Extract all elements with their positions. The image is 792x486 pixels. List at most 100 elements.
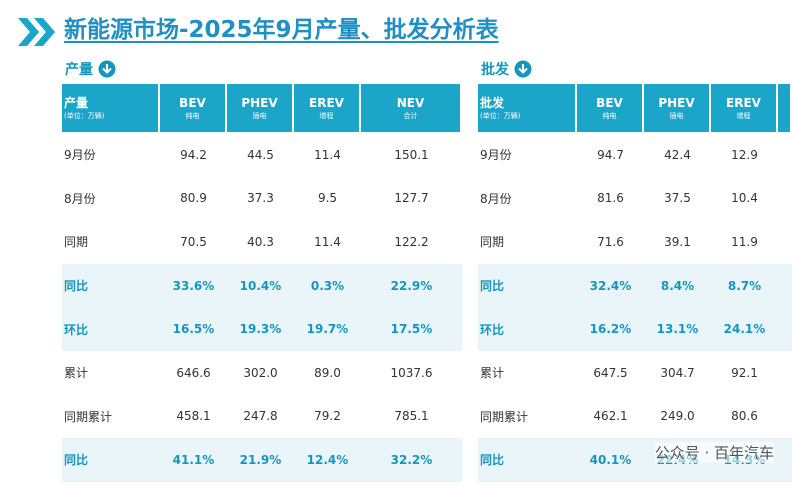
header-cell: EREV 增程	[294, 84, 361, 132]
table-cell: 80.9	[180, 191, 207, 206]
table-cell: 8.4%	[644, 263, 711, 308]
header-text: (单位：万辆)	[64, 111, 105, 120]
table-cell: 40.3	[247, 234, 274, 249]
header-text: 增程	[319, 111, 334, 120]
table-cell: 41.1%	[160, 438, 227, 482]
table-cell: 同比	[62, 438, 160, 482]
table-cell: 39.1	[664, 234, 691, 249]
row-fill	[778, 307, 792, 351]
table-cell: 21.9%	[227, 438, 294, 482]
header-cell-cut	[778, 84, 792, 132]
table-cell: 11.4	[314, 147, 341, 162]
table-cell: 81.6	[597, 191, 624, 206]
header-cell: NEV 合计	[361, 84, 462, 132]
table-cell: 16.5%	[160, 307, 227, 351]
table-cell: 33.6%	[160, 263, 227, 308]
table-cell: 647.5	[593, 365, 628, 380]
table-cell: 37.5	[664, 191, 691, 206]
table-cell: 环比	[62, 307, 160, 351]
table-cell: 127.7	[394, 191, 429, 206]
table-cell: 44.5	[247, 147, 274, 162]
table-cell: 同比	[62, 263, 160, 308]
header-text: 产量	[64, 95, 89, 110]
table-cell: 22.9%	[361, 263, 462, 308]
table-cell: 10.4	[731, 191, 758, 206]
table-cell: 9月份	[64, 148, 96, 163]
table-cell: 10.4%	[227, 263, 294, 308]
table-cell: 同期	[64, 235, 89, 250]
table-cell: 13.1%	[644, 307, 711, 351]
watermark: 公众号 · 百年汽车	[654, 442, 774, 463]
table-cell: 环比	[478, 307, 577, 351]
table-cell: 同期累计	[480, 409, 529, 424]
table-cell: 150.1	[394, 147, 429, 162]
table-cell: 32.2%	[361, 438, 462, 482]
header-text: 纯电	[602, 111, 617, 120]
table-cell: 1037.6	[390, 365, 433, 380]
header-cell: 批发 (单位：万辆)	[478, 84, 577, 132]
table-cell: 12.4%	[294, 438, 361, 482]
table-cell: 302.0	[243, 365, 278, 380]
header-cell: BEV 纯电	[160, 84, 227, 132]
down-icon	[98, 60, 116, 78]
table-cell: 70.5	[180, 234, 207, 249]
table-cell: 247.8	[243, 409, 278, 424]
table-cell: 92.1	[731, 365, 758, 380]
section-heading: 产量	[65, 62, 93, 78]
page-title: 新能源市场-2025年9月产量、批发分析表	[64, 17, 499, 43]
table-cell: 304.7	[660, 365, 695, 380]
header-cell: EREV 增程	[711, 84, 778, 132]
table-cell: 0.3%	[294, 263, 361, 308]
table-cell: 462.1	[593, 409, 628, 424]
header-text: 批发	[480, 95, 505, 110]
table-cell: 同期累计	[64, 409, 113, 424]
row-fill	[778, 438, 792, 482]
header-text: EREV	[309, 95, 344, 110]
table-cell: 17.5%	[361, 307, 462, 351]
header-text: 合计	[403, 111, 418, 120]
table-cell: 32.4%	[577, 263, 644, 308]
table-cell: 40.1%	[577, 438, 644, 482]
title-chevrons	[18, 18, 55, 46]
table-cell: 94.7	[597, 147, 624, 162]
table-cell: 同期	[480, 235, 505, 250]
table-cell: 249.0	[660, 409, 695, 424]
table-cell: 9月份	[480, 148, 512, 163]
table-cell: 9.5	[317, 191, 338, 206]
table-cell: 24.1%	[711, 307, 778, 351]
header-text: BEV	[179, 95, 206, 110]
header-text: BEV	[596, 95, 623, 110]
header-cell: BEV 纯电	[577, 84, 644, 132]
table-cell: 42.4	[664, 147, 691, 162]
row-fill	[778, 263, 792, 308]
table-cell: 646.6	[176, 365, 211, 380]
table-cell: 80.6	[731, 409, 758, 424]
section-heading: 批发	[481, 62, 509, 78]
header-text: 插电	[669, 111, 684, 120]
table-cell: 122.2	[394, 234, 429, 249]
table-cell: 同比	[478, 438, 577, 482]
table-cell: 累计	[64, 366, 89, 381]
header-text: PHEV	[658, 95, 695, 110]
table-cell: 458.1	[176, 409, 211, 424]
header-cell: PHEV 插电	[227, 84, 294, 132]
header-text: EREV	[726, 95, 761, 110]
table-cell: 11.4	[314, 234, 341, 249]
header-text: (单位：万辆)	[480, 111, 521, 120]
header-cell: 产量 (单位：万辆)	[62, 84, 160, 132]
header-text: PHEV	[241, 95, 278, 110]
header-text: 纯电	[185, 111, 200, 120]
table-cell: 785.1	[394, 409, 429, 424]
header-cell: PHEV 插电	[644, 84, 711, 132]
table-cell: 89.0	[314, 365, 341, 380]
table-cell: 8月份	[64, 191, 96, 206]
table-cell: 79.2	[314, 409, 341, 424]
table-cell: 16.2%	[577, 307, 644, 351]
header-text: NEV	[396, 95, 425, 110]
table-cell: 71.6	[597, 234, 624, 249]
table-cell: 19.7%	[294, 307, 361, 351]
table-cell: 94.2	[180, 147, 207, 162]
down-icon	[514, 60, 532, 78]
table-cell: 8.7%	[711, 263, 778, 308]
header-text: 增程	[736, 111, 751, 120]
